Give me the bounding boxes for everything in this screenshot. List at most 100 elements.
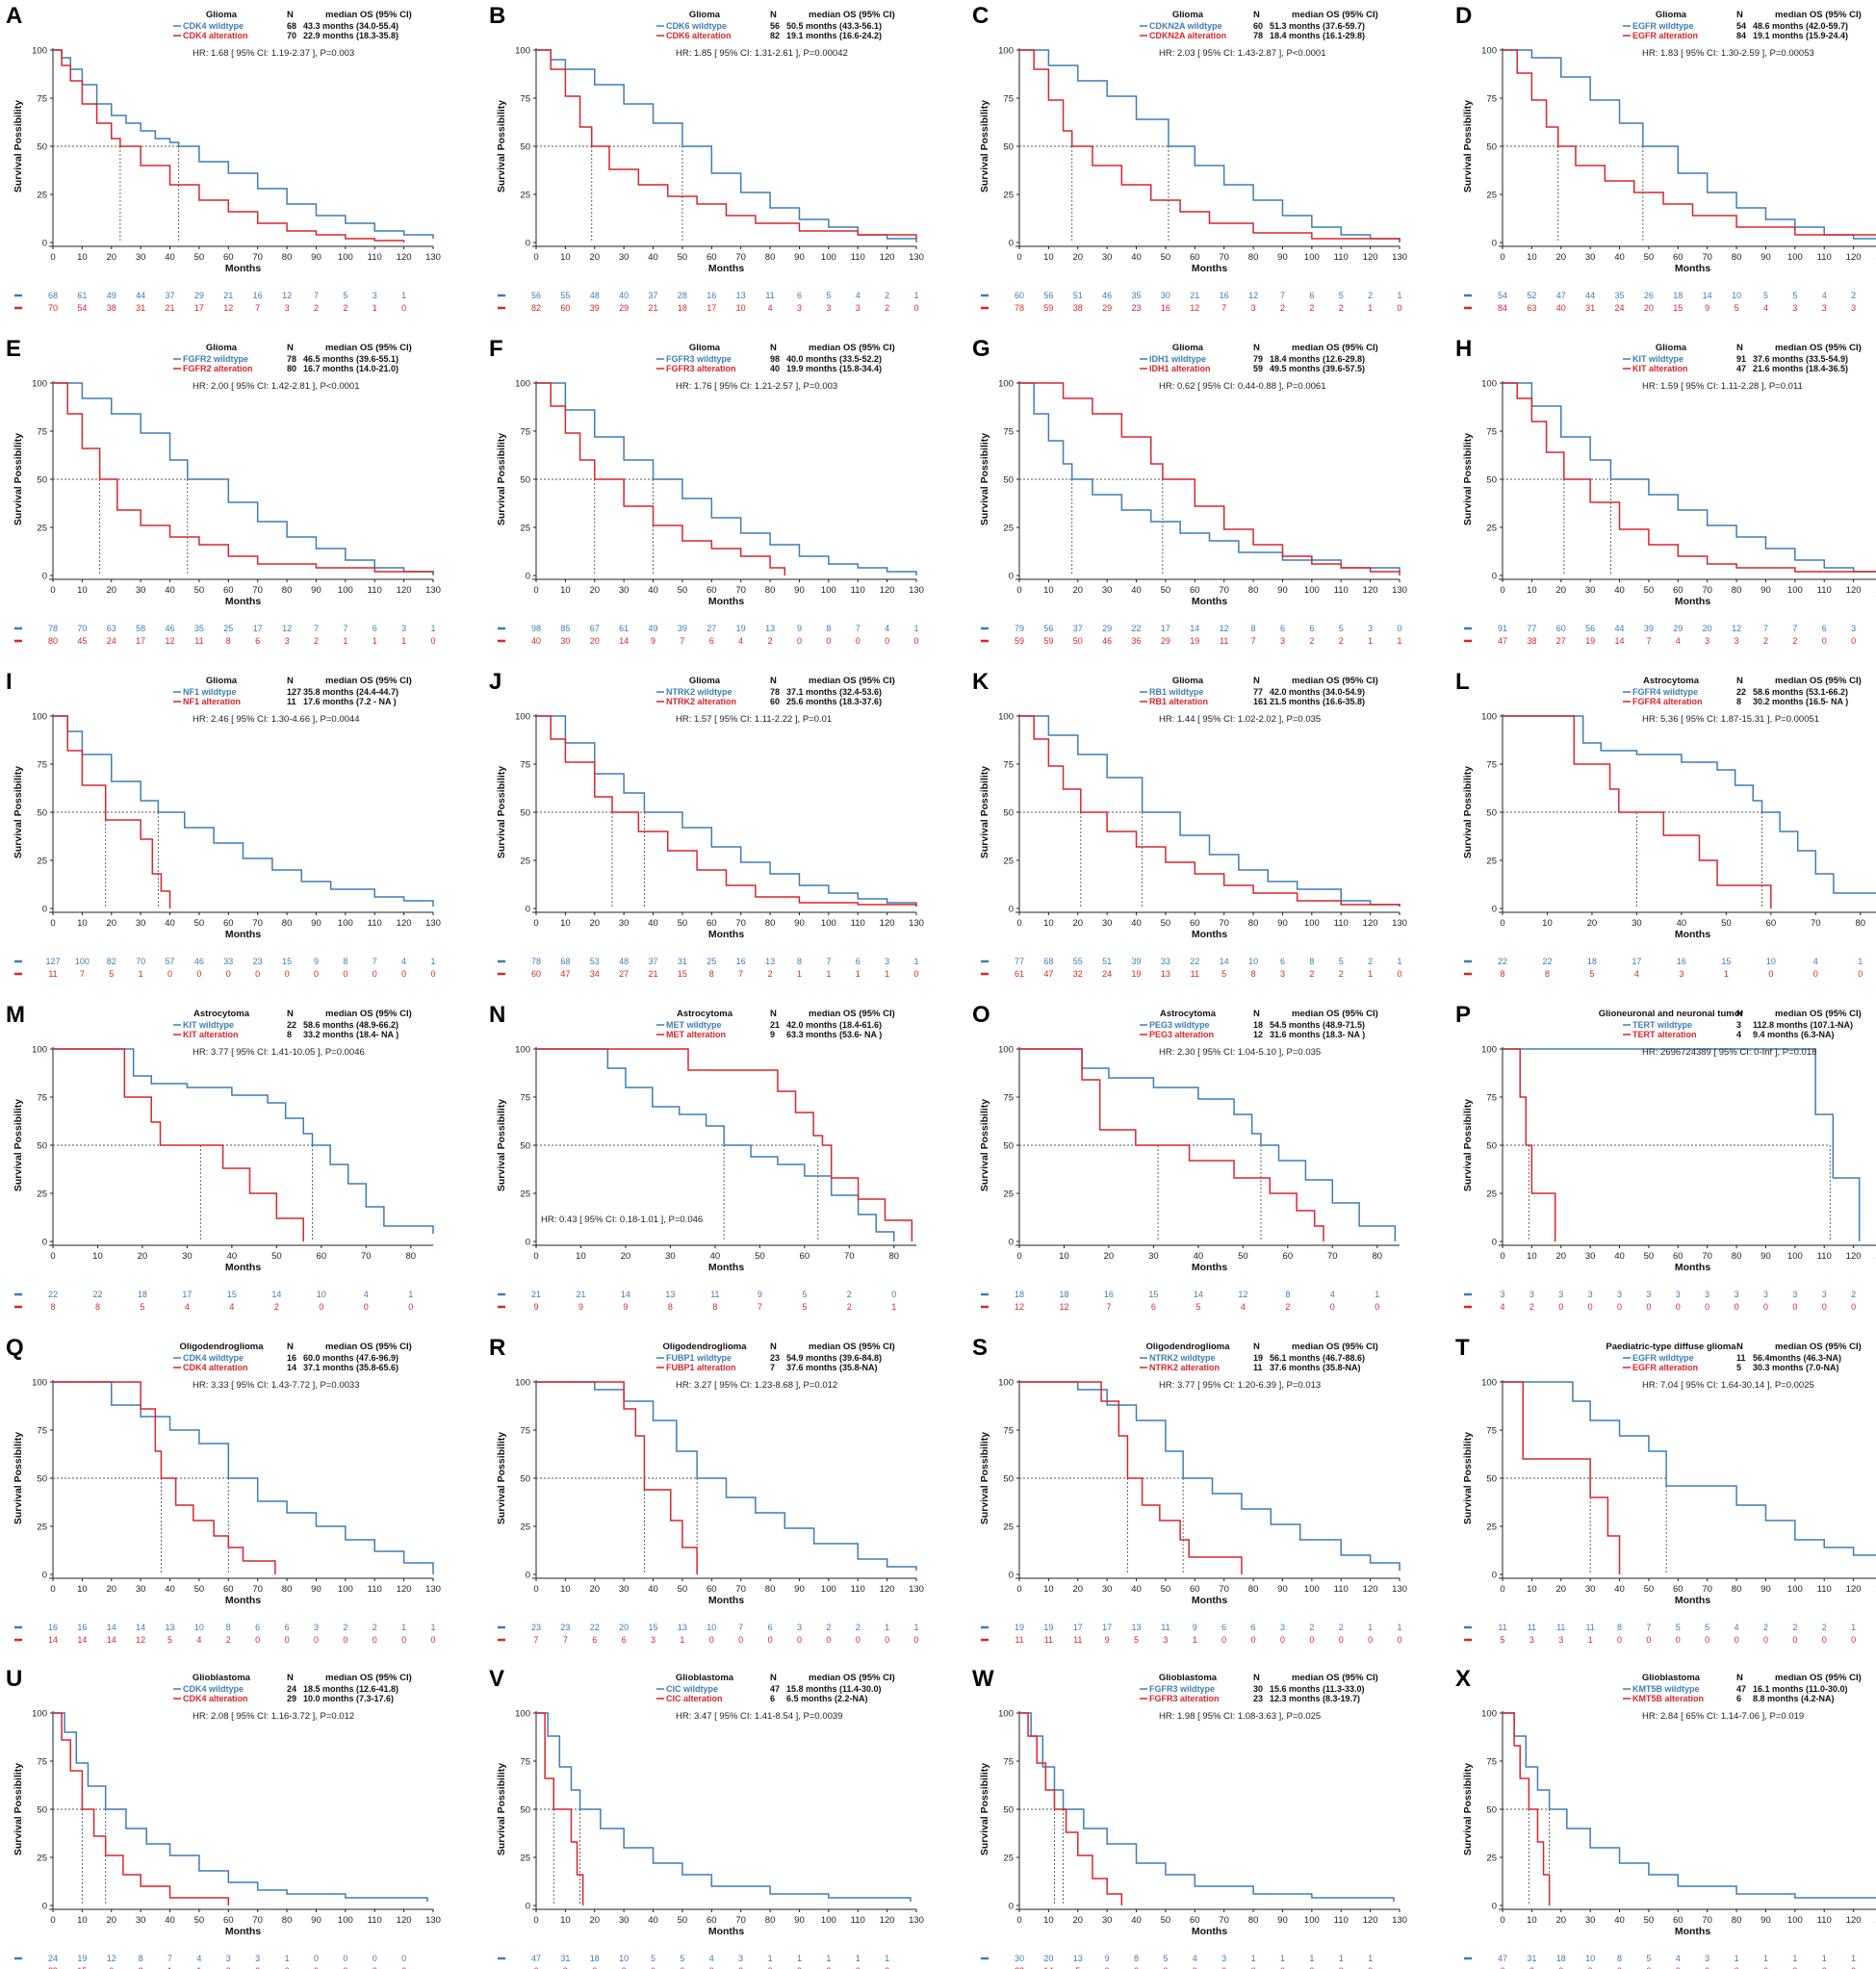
risk-count: 54 bbox=[1498, 291, 1507, 300]
legend-group-n: 47 bbox=[1736, 1684, 1746, 1694]
risk-count: 15 bbox=[77, 1966, 87, 1969]
alteration-survival-curve bbox=[1503, 715, 1772, 908]
risk-count: 8 bbox=[226, 636, 231, 646]
risk-count: 0 bbox=[709, 1966, 714, 1969]
risk-count: 29 bbox=[619, 303, 629, 313]
x-tick-label: 100 bbox=[338, 918, 353, 929]
risk-count: 17 bbox=[253, 624, 263, 633]
y-tick-label: 50 bbox=[1003, 475, 1014, 486]
x-tick-label: 30 bbox=[1102, 252, 1113, 263]
risk-count: 39 bbox=[590, 303, 600, 313]
risk-count: 2 bbox=[226, 1635, 231, 1645]
risk-count: 4 bbox=[401, 957, 406, 966]
risk-count: 11 bbox=[1585, 1623, 1594, 1632]
x-tick-label: 20 bbox=[106, 252, 116, 263]
legend-group-name: CDK6 wildtype bbox=[666, 21, 727, 31]
x-tick-label: 110 bbox=[368, 918, 382, 929]
risk-count: 7 bbox=[738, 1623, 743, 1632]
legend-group-median: 54.9 months (39.6-84.8) bbox=[786, 1353, 882, 1363]
risk-count: 15 bbox=[649, 1623, 658, 1632]
risk-count: 0 bbox=[373, 969, 377, 979]
risk-count: 0 bbox=[1397, 303, 1401, 313]
y-tick-label: 100 bbox=[998, 379, 1014, 390]
risk-count: 1 bbox=[1368, 303, 1373, 313]
risk-count: 13 bbox=[1132, 1623, 1142, 1632]
legend-n-header: N bbox=[287, 10, 294, 20]
risk-count: 0 bbox=[651, 1966, 655, 1969]
panel-letter: I bbox=[6, 669, 13, 695]
risk-count: 5 bbox=[1589, 969, 1594, 979]
risk-count: 8 bbox=[1285, 1290, 1290, 1299]
risk-count: 0 bbox=[797, 1966, 802, 1969]
risk-count: 40 bbox=[619, 291, 629, 300]
risk-count: 3 bbox=[1763, 1290, 1768, 1299]
y-tick-label: 25 bbox=[1003, 1522, 1014, 1533]
x-tick-label: 60 bbox=[1673, 252, 1683, 263]
risk-count: 0 bbox=[1339, 1635, 1344, 1645]
risk-count: 49 bbox=[649, 624, 658, 633]
y-tick-label: 100 bbox=[32, 1045, 47, 1056]
risk-count: 5 bbox=[1763, 291, 1768, 300]
x-tick-label: 60 bbox=[707, 918, 717, 929]
x-tick-label: 70 bbox=[252, 1915, 263, 1926]
y-tick-label: 0 bbox=[1009, 1238, 1014, 1248]
legend-group-name: CDK4 wildtype bbox=[183, 21, 244, 31]
legend-cohort: Astrocytoma bbox=[193, 1009, 250, 1019]
risk-count: 6 bbox=[285, 1623, 290, 1632]
risk-count: 15 bbox=[1721, 957, 1731, 966]
risk-count: 2 bbox=[373, 1623, 377, 1632]
risk-count: 1 bbox=[826, 1954, 831, 1963]
risk-count: 2 bbox=[768, 969, 773, 979]
legend-median-header: median OS (95% CI) bbox=[809, 343, 895, 353]
risk-count: 24 bbox=[107, 636, 116, 646]
x-tick-label: 50 bbox=[1161, 252, 1171, 263]
x-tick-label: 110 bbox=[851, 918, 865, 929]
legend-cohort: Glioma bbox=[689, 343, 721, 353]
x-tick-label: 80 bbox=[765, 918, 776, 929]
risk-count: 0 bbox=[1280, 1966, 1285, 1969]
x-tick-label: 120 bbox=[1846, 1584, 1862, 1595]
legend-group-name: CDK4 wildtype bbox=[183, 1353, 244, 1363]
risk-count: 0 bbox=[401, 969, 406, 979]
risk-count: 0 bbox=[680, 1966, 684, 1969]
panel-letter: T bbox=[1455, 1335, 1470, 1361]
x-tick-label: 80 bbox=[1372, 1251, 1382, 1262]
risk-count: 0 bbox=[1768, 969, 1773, 979]
alteration-survival-curve bbox=[1503, 382, 1876, 573]
wildtype-survival-curve bbox=[536, 715, 917, 907]
wildtype-survival-curve bbox=[536, 1712, 912, 1902]
risk-count: 0 bbox=[167, 969, 172, 979]
x-tick-label: 110 bbox=[1334, 918, 1349, 929]
y-tick-label: 25 bbox=[520, 857, 530, 867]
risk-count: 19 bbox=[1043, 1623, 1053, 1632]
y-tick-label: 0 bbox=[42, 1902, 47, 1912]
x-tick-label: 110 bbox=[368, 585, 382, 596]
legend-n-header: N bbox=[1736, 343, 1743, 353]
legend-median-header: median OS (95% CI) bbox=[1775, 676, 1862, 686]
risk-count: 0 bbox=[1588, 1302, 1593, 1312]
risk-count: 0 bbox=[885, 1966, 889, 1969]
x-tick-label: 40 bbox=[648, 918, 658, 929]
risk-count: 11 bbox=[1528, 1623, 1536, 1632]
risk-count: 8 bbox=[1545, 969, 1550, 979]
legend-group-median: 16.7 months (14.0-21.0) bbox=[303, 364, 398, 373]
risk-count: 35 bbox=[1132, 291, 1142, 300]
risk-count: 24 bbox=[1615, 303, 1625, 313]
x-axis-label: Months bbox=[225, 1262, 261, 1273]
risk-count: 1 bbox=[1724, 969, 1729, 979]
y-axis-label: Survival Possibility bbox=[1462, 433, 1474, 525]
x-tick-label: 30 bbox=[665, 1251, 676, 1262]
risk-count: 4 bbox=[1330, 1290, 1335, 1299]
risk-count: 3 bbox=[1280, 1623, 1285, 1632]
risk-count: 15 bbox=[282, 957, 292, 966]
risk-count: 2 bbox=[343, 303, 347, 313]
risk-count: 38 bbox=[1527, 636, 1536, 646]
x-tick-label: 40 bbox=[1131, 252, 1142, 263]
x-tick-label: 100 bbox=[1304, 918, 1320, 929]
risk-count: 0 bbox=[1763, 1302, 1768, 1312]
x-tick-label: 40 bbox=[1614, 1915, 1625, 1926]
risk-count: 1 bbox=[1822, 1954, 1827, 1963]
